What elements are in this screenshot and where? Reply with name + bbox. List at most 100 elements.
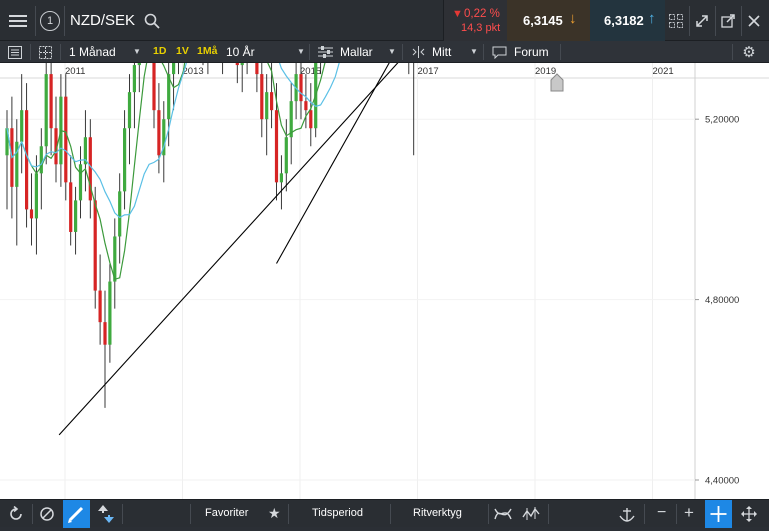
candle-body <box>15 141 19 187</box>
candle-body <box>34 173 38 219</box>
candle-body <box>132 65 136 93</box>
candle-body <box>289 101 293 138</box>
candle-body <box>152 29 156 111</box>
x-tick-label: 2011 <box>65 66 85 77</box>
list-icon[interactable] <box>7 44 23 60</box>
candle-body <box>44 74 48 147</box>
forum-icon[interactable] <box>490 44 508 60</box>
popout-icon[interactable] <box>718 11 738 31</box>
instrument-title[interactable]: NZD/SEK <box>70 12 136 29</box>
x-tick-label: 2019 <box>535 66 556 77</box>
favorites-button[interactable]: Favoriter <box>205 507 249 519</box>
trendline-2[interactable] <box>276 0 700 264</box>
refresh-icon[interactable] <box>6 505 26 523</box>
range-selector[interactable]: 10 År <box>226 45 255 59</box>
ma-long-line <box>6 0 355 219</box>
forum-button[interactable]: Forum <box>514 45 549 59</box>
ma-short-line <box>6 0 338 281</box>
info-badge-icon[interactable]: 1 <box>40 11 60 31</box>
interval-selector[interactable]: 1 Månad <box>69 45 116 59</box>
candle-body <box>270 92 274 111</box>
chart-type-icon[interactable] <box>520 505 542 523</box>
candle-body <box>265 92 269 120</box>
zoom-out-icon[interactable]: − <box>657 504 667 521</box>
x-tick-label: 2013 <box>183 66 204 77</box>
bottom-bar: Favoriter ★ Tidsperiod Ritverktyg − + <box>0 499 769 528</box>
candle-body <box>103 322 107 345</box>
candle-body <box>78 164 83 201</box>
interval-1ma[interactable]: 1Må <box>197 45 218 57</box>
y-tick-label: 4,80000 <box>705 295 739 306</box>
crosshair-button[interactable] <box>705 500 732 528</box>
expand-icon[interactable] <box>692 11 712 31</box>
candle-body <box>29 209 34 219</box>
chevron-down-icon[interactable]: ▼ <box>297 47 305 56</box>
candle-body <box>127 92 132 129</box>
anchor-icon[interactable] <box>617 504 637 524</box>
chart-canvas[interactable]: 2011201320152017201920216,800006,400006,… <box>0 0 769 499</box>
top-bar: 1 NZD/SEK ▼ 0,22 % 14,3 pkt 6,3145 ↓ 6,3… <box>0 0 769 41</box>
fit-screen-icon[interactable] <box>738 505 760 523</box>
change-box: ▼ 0,22 % 14,3 pkt <box>443 0 507 41</box>
candle-body <box>5 128 9 156</box>
chart-toolbar: 1 Månad ▼ 1D 1V 1Må 10 År ▼ Mallar ▼ Mit… <box>0 41 769 63</box>
cursor-mode-icon[interactable] <box>96 504 116 524</box>
candle-body <box>274 110 279 183</box>
buy-price: 6,3182 <box>604 13 644 28</box>
compare-grid-icon[interactable] <box>37 44 53 60</box>
candle-body <box>279 173 283 183</box>
candle-body <box>284 137 288 174</box>
candle-body <box>49 74 53 129</box>
period-button[interactable]: Tidsperiod <box>312 507 363 519</box>
templates-menu[interactable]: Mallar <box>340 45 373 59</box>
candle-body <box>113 236 117 282</box>
candle-body <box>167 74 171 120</box>
trendline-1[interactable] <box>58 0 699 436</box>
indicator-icon[interactable] <box>492 505 514 523</box>
grid-layout-icon[interactable] <box>666 11 686 31</box>
x-tick-label: 2017 <box>418 66 439 77</box>
candle-body <box>54 128 58 165</box>
hide-drawings-icon[interactable] <box>37 505 57 523</box>
candle-body <box>108 281 112 345</box>
interval-1d[interactable]: 1D <box>153 45 167 57</box>
change-percent: 0,22 % <box>464 8 500 20</box>
candle-body <box>88 137 92 201</box>
center-icon[interactable] <box>409 44 427 60</box>
chevron-down-icon[interactable]: ▼ <box>470 47 478 56</box>
down-arrow-icon: ▼ <box>452 8 463 20</box>
candle-body <box>314 56 318 129</box>
candle-body <box>240 47 244 66</box>
center-menu[interactable]: Mitt <box>432 45 452 59</box>
close-icon[interactable] <box>744 11 764 31</box>
sell-button[interactable]: 6,3145 ↓ <box>507 0 590 41</box>
candle-body <box>260 74 264 120</box>
candle-body <box>235 29 239 66</box>
candle-body <box>123 128 127 192</box>
candle-body <box>20 110 24 142</box>
sell-arrow-icon: ↓ <box>569 10 577 27</box>
templates-icon[interactable] <box>316 44 334 60</box>
zoom-in-icon[interactable]: + <box>684 503 694 522</box>
scroll-handle-icon[interactable] <box>550 73 564 92</box>
x-tick-label: 2015 <box>300 66 321 77</box>
candle-body <box>25 110 29 210</box>
y-tick-label: 5,20000 <box>705 115 739 126</box>
settings-gear-icon[interactable]: ⚙ <box>742 44 756 61</box>
price-chart[interactable]: 2011201320152017201920216,800006,400006,… <box>0 0 769 499</box>
draw-pencil-button[interactable] <box>63 500 90 528</box>
interval-1v[interactable]: 1V <box>176 45 189 57</box>
drawing-tools-button[interactable]: Ritverktyg <box>413 507 462 519</box>
star-icon[interactable]: ★ <box>268 505 281 521</box>
candle-body <box>64 96 68 183</box>
candle-body <box>299 74 303 102</box>
hamburger-menu-icon[interactable] <box>6 10 30 32</box>
chevron-down-icon[interactable]: ▼ <box>133 47 141 56</box>
search-icon[interactable] <box>143 12 161 30</box>
buy-arrow-icon: ↑ <box>648 10 656 27</box>
chevron-down-icon[interactable]: ▼ <box>388 47 396 56</box>
candle-body <box>162 119 166 156</box>
buy-button[interactable]: 6,3182 ↑ <box>590 0 665 41</box>
candle-body <box>39 146 43 174</box>
